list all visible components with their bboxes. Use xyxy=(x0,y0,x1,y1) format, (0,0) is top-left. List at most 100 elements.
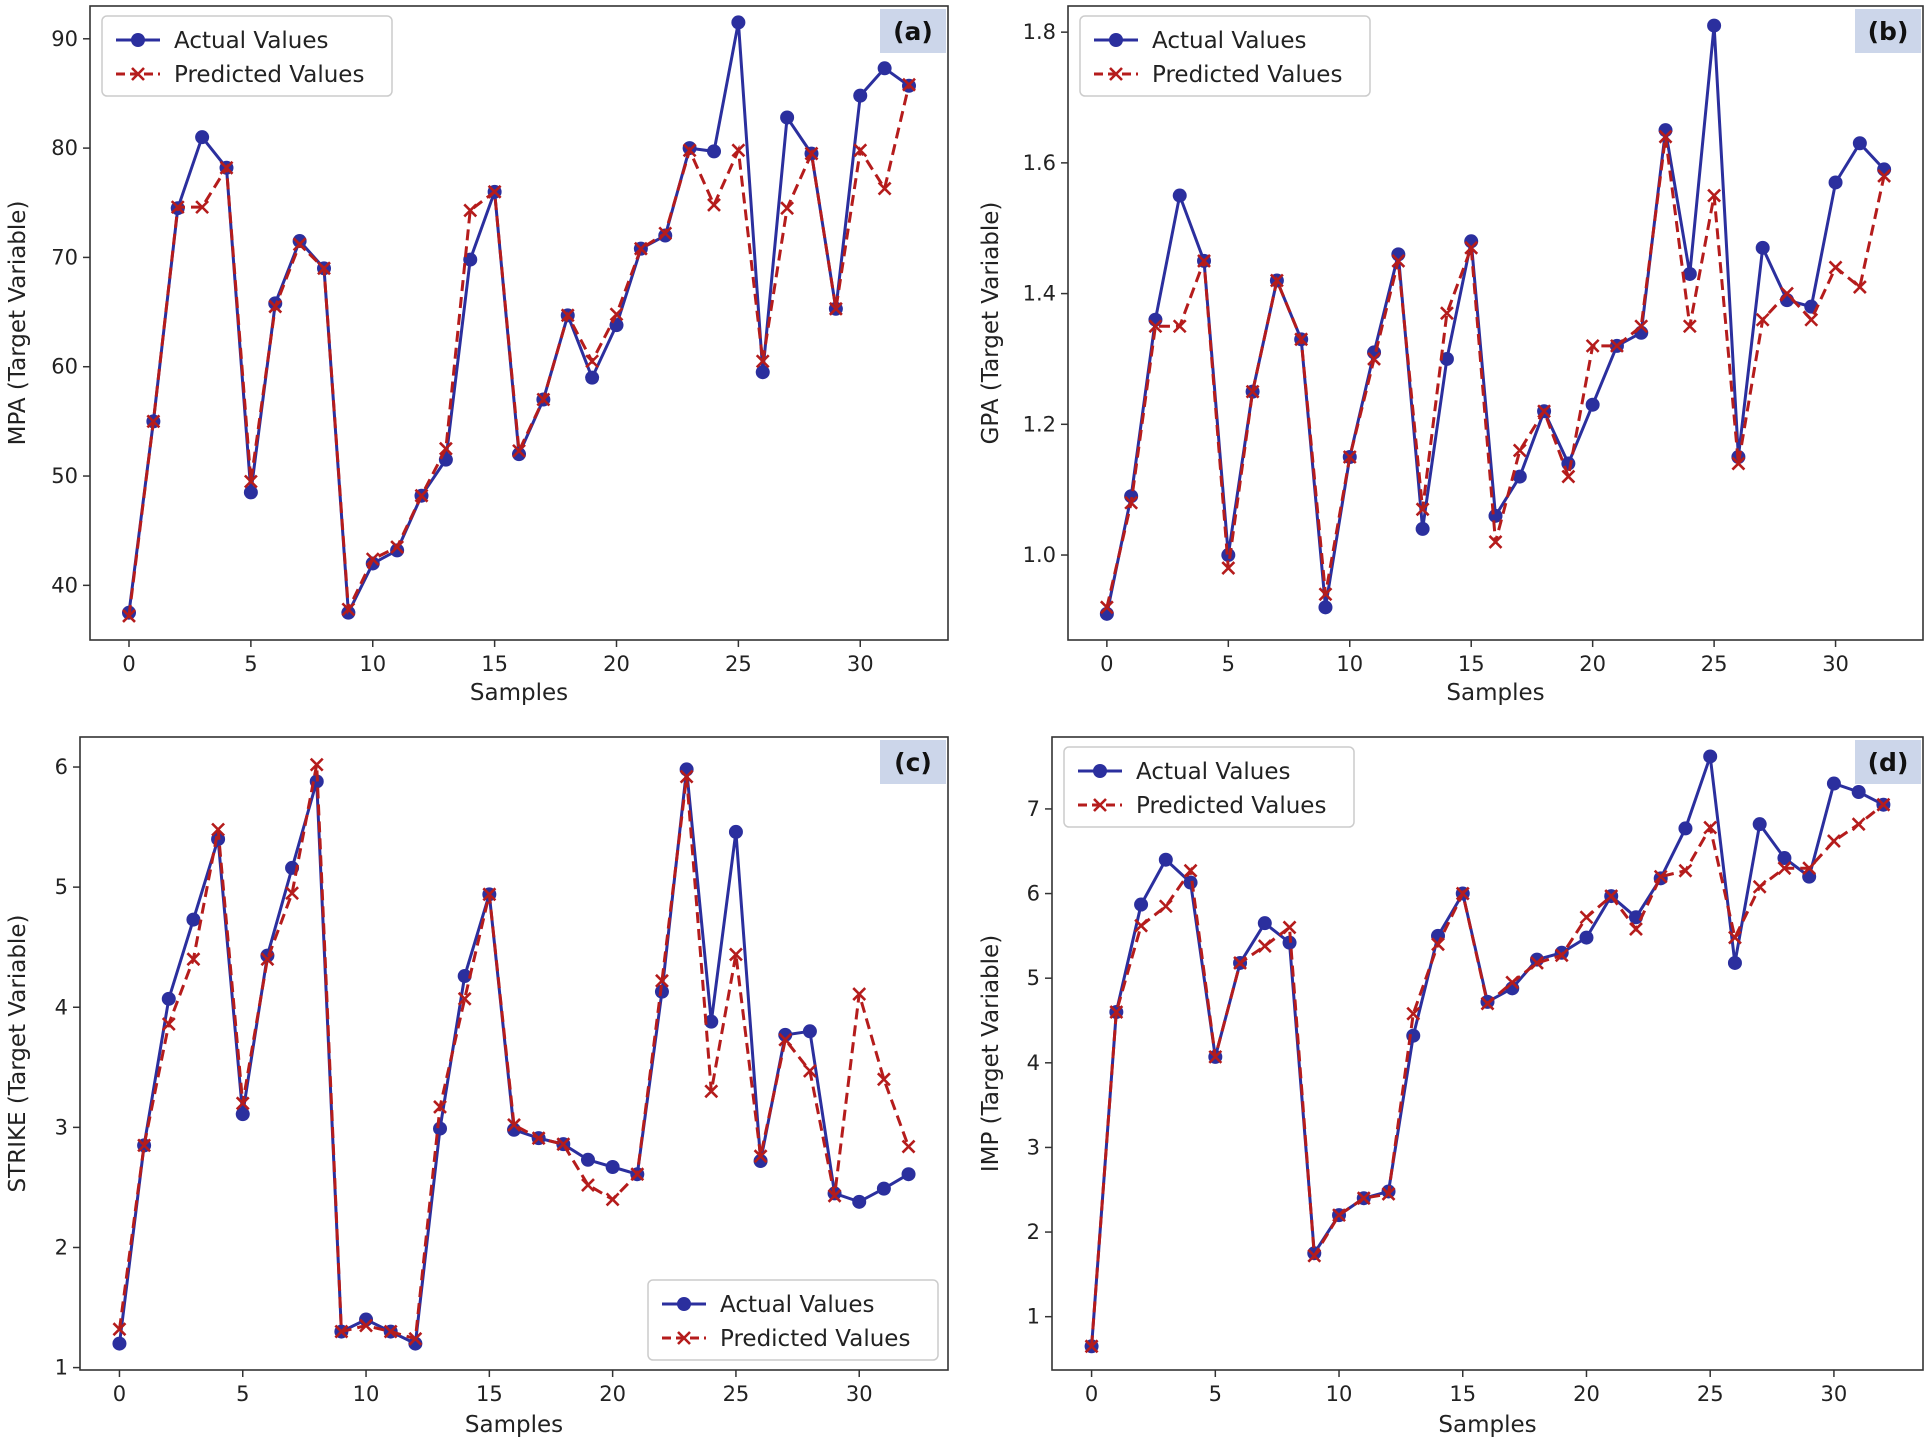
predicted-value-point xyxy=(390,540,405,555)
x-tick-label: 10 xyxy=(353,1382,380,1406)
predicted-values-line xyxy=(127,84,911,617)
predicted-value-point xyxy=(1802,861,1817,876)
predicted-value-point xyxy=(1480,996,1495,1011)
actual-value-point xyxy=(408,1336,423,1351)
predicted-value-point xyxy=(1381,1187,1396,1201)
predicted-value-point xyxy=(1099,600,1114,615)
legend: Actual Values Predicted Values xyxy=(101,15,393,97)
chart-a-svg: 0 5 10 15 20 25 30 40 50 60 70 80 90 Samples MPA (Targ… xyxy=(5,5,949,706)
legend-predicted-label: Predicted Values xyxy=(1136,793,1326,819)
y-tick-label: 2 xyxy=(55,1235,68,1259)
actual-value-point xyxy=(1703,749,1718,764)
predicted-value-point xyxy=(512,443,526,458)
actual-value-point xyxy=(1439,351,1454,366)
actual-value-point xyxy=(1561,456,1576,471)
predicted-value-point xyxy=(679,769,694,784)
x-axis-label: Samples xyxy=(1438,1412,1536,1438)
actual-value-point xyxy=(1257,916,1272,931)
predicted-value-point xyxy=(341,602,356,617)
legend-actual-marker xyxy=(1109,33,1123,47)
actual-value-point xyxy=(780,110,795,125)
predicted-value-point xyxy=(359,1318,373,1333)
predicted-value-point xyxy=(778,1032,793,1047)
legend: Actual Values Predicted Values xyxy=(647,1279,939,1361)
predicted-value-point xyxy=(309,757,324,772)
predicted-value-point xyxy=(268,299,283,314)
actual-value-point xyxy=(1777,851,1792,866)
chart-panel-d: 0 5 10 15 20 25 30 1 2 3 4 5 6 7 Samples IMP (Target Va… xyxy=(965,727,1930,1454)
x-tick-label: 10 xyxy=(359,652,386,676)
actual-value-point xyxy=(1752,817,1767,832)
x-tick-label: 20 xyxy=(1573,1382,1600,1406)
predicted-value-point xyxy=(1221,561,1236,576)
y-tick-label: 40 xyxy=(51,573,78,597)
predicted-value-point xyxy=(1777,861,1792,876)
predicted-value-point xyxy=(1356,1191,1371,1206)
x-tick-label: 15 xyxy=(1449,1382,1476,1406)
actual-value-point xyxy=(292,234,307,249)
plot-frame xyxy=(89,5,949,641)
predicted-value-point xyxy=(219,160,234,175)
actual-value-point xyxy=(658,228,673,243)
predicted-value-point xyxy=(1728,930,1742,945)
actual-value-point xyxy=(1628,910,1643,925)
legend-actual-marker xyxy=(677,1297,691,1311)
actual-value-point xyxy=(1826,776,1841,791)
predicted-value-point xyxy=(211,822,226,837)
legend-box xyxy=(647,1279,939,1361)
predicted-value-point xyxy=(1604,889,1619,904)
predicted-value-point xyxy=(658,226,673,241)
actual-value-point xyxy=(457,969,472,984)
predicted-value-point xyxy=(1629,922,1643,937)
predicted-value-point xyxy=(609,307,624,322)
predicted-value-point xyxy=(292,237,307,252)
predicted-value-point xyxy=(112,1322,127,1337)
x-tick-label: 15 xyxy=(1458,652,1485,676)
y-tick-label: 1 xyxy=(1027,1305,1040,1329)
y-tick-label: 1 xyxy=(55,1356,68,1380)
predicted-value-point xyxy=(365,552,380,567)
y-tick-label: 1.0 xyxy=(1023,543,1056,567)
actual-value-point xyxy=(195,130,210,145)
y-tick-label: 1.4 xyxy=(1023,282,1056,306)
legend-predicted-marker xyxy=(1093,798,1107,812)
x-axis-label: Samples xyxy=(470,680,568,706)
legend-actual-marker xyxy=(131,33,145,47)
actual-value-point xyxy=(433,1121,448,1136)
predicted-value-point xyxy=(1367,352,1381,366)
predicted-value-point xyxy=(285,886,299,901)
actual-value-point xyxy=(1183,875,1198,890)
predicted-value-point xyxy=(1634,319,1649,334)
predicted-value-point xyxy=(414,488,429,503)
legend-actual-label: Actual Values xyxy=(174,28,329,54)
actual-value-point xyxy=(1512,469,1527,484)
predicted-value-point xyxy=(1530,956,1544,970)
predicted-value-point xyxy=(1505,975,1520,990)
panel-tag-box xyxy=(1855,9,1921,53)
y-tick-label: 1.2 xyxy=(1023,412,1056,436)
actual-value-point xyxy=(755,365,770,380)
legend-predicted-label: Predicted Values xyxy=(1152,62,1342,88)
x-tick-label: 25 xyxy=(1701,652,1728,676)
predicted-value-point xyxy=(1172,319,1187,334)
predicted-value-point xyxy=(161,1017,176,1031)
panel-tag-box xyxy=(1855,740,1921,784)
predicted-value-point xyxy=(753,1149,768,1164)
predicted-value-point xyxy=(1537,404,1551,419)
predicted-value-point xyxy=(137,1138,152,1153)
predicted-value-point xyxy=(317,261,331,276)
x-tick-label: 30 xyxy=(847,652,874,676)
predicted-value-point xyxy=(802,1063,817,1078)
predicted-value-point xyxy=(170,200,185,215)
actual-value-point xyxy=(235,1107,250,1122)
x-tick-label: 25 xyxy=(1697,1382,1724,1406)
predicted-value-point xyxy=(1391,253,1406,268)
chart-d-svg: 0 5 10 15 20 25 30 1 2 3 4 5 6 7 Samples IMP (Target Va… xyxy=(978,736,1924,1438)
actual-value-point xyxy=(1318,600,1333,615)
predicted-values-line xyxy=(118,764,910,1341)
predicted-value-point xyxy=(531,1131,546,1146)
y-tick-label: 90 xyxy=(51,27,78,51)
predicted-value-point xyxy=(804,146,819,161)
legend-actual-label: Actual Values xyxy=(1136,759,1291,785)
legend-actual-label: Actual Values xyxy=(720,1292,875,1318)
